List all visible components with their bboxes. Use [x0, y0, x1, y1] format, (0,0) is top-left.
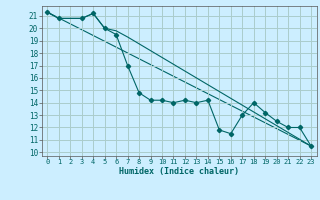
X-axis label: Humidex (Indice chaleur): Humidex (Indice chaleur): [119, 167, 239, 176]
